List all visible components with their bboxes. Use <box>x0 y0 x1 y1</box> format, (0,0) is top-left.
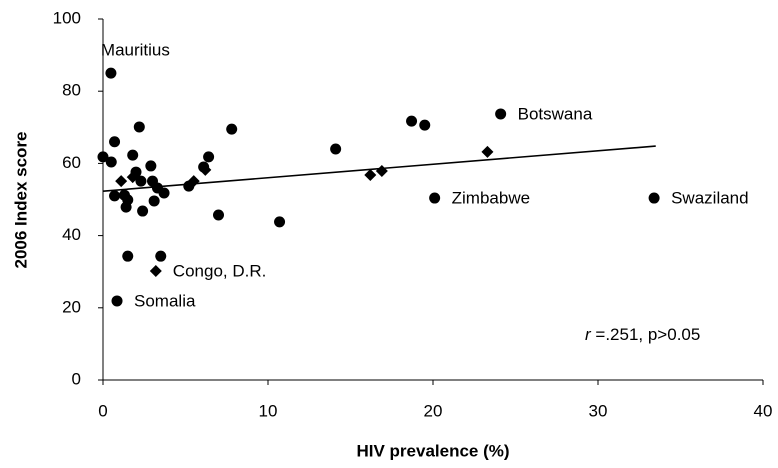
x-tick-label: 0 <box>98 401 107 420</box>
x-axis-label: HIV prevalence (%) <box>356 441 509 460</box>
point <box>111 295 123 307</box>
point <box>155 250 167 262</box>
point <box>419 119 431 131</box>
point <box>364 168 377 181</box>
point <box>135 175 147 187</box>
point <box>199 163 212 176</box>
point <box>122 250 134 262</box>
y-tick-label: 0 <box>72 369 81 388</box>
x-tick-label: 30 <box>589 401 608 420</box>
point <box>213 209 224 221</box>
point <box>109 136 121 148</box>
point <box>429 192 441 204</box>
point-label: Swaziland <box>671 189 749 208</box>
x-tick-label: 40 <box>754 401 773 420</box>
point-label: Botswana <box>518 104 593 123</box>
point <box>648 192 660 204</box>
point <box>127 149 139 161</box>
y-tick-label: 100 <box>53 8 81 27</box>
y-tick-label: 80 <box>62 81 81 100</box>
point <box>187 175 200 188</box>
point <box>149 264 162 277</box>
point <box>148 195 160 207</box>
point <box>203 151 215 163</box>
point <box>375 164 388 177</box>
point <box>126 171 139 184</box>
point <box>145 160 157 172</box>
point-label: Somalia <box>134 291 196 310</box>
y-tick-label: 40 <box>62 225 81 244</box>
point-label: Mauritius <box>101 41 170 60</box>
annotation: r =.251, p>0.05 <box>585 325 700 344</box>
point <box>105 67 117 79</box>
y-axis-label: 2006 Index score <box>11 131 30 268</box>
point <box>105 156 117 168</box>
annotation-text: =.251, p>0.05 <box>591 325 701 344</box>
point <box>330 143 342 155</box>
annotation-italic: r <box>585 325 592 344</box>
point <box>158 187 170 199</box>
point-label: Zimbabwe <box>452 189 530 208</box>
y-tick-label: 20 <box>62 297 81 316</box>
x-tick-label: 20 <box>424 401 443 420</box>
point <box>115 175 128 188</box>
point <box>274 216 286 228</box>
point-label: Congo, D.R. <box>173 261 267 280</box>
point <box>226 123 238 135</box>
point <box>97 151 109 163</box>
x-tick-label: 10 <box>259 401 278 420</box>
point <box>133 121 145 133</box>
point <box>495 108 507 120</box>
point <box>481 145 494 158</box>
point <box>122 194 134 206</box>
y-tick-label: 60 <box>62 153 81 172</box>
point <box>109 190 121 202</box>
point <box>137 205 149 217</box>
point <box>406 115 418 127</box>
